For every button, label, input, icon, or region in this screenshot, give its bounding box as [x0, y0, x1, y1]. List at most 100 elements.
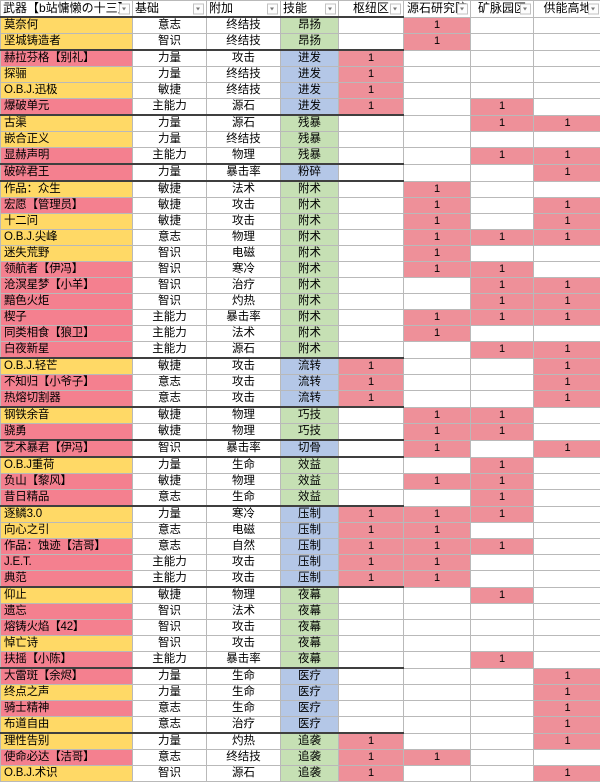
area-mark-cell[interactable]: [404, 358, 471, 375]
area-mark-cell[interactable]: [534, 83, 600, 99]
skill-cell[interactable]: 追袭: [281, 766, 339, 782]
area-mark-cell[interactable]: [339, 198, 404, 214]
base-stat-cell[interactable]: 智识: [133, 620, 207, 636]
area-mark-cell[interactable]: [404, 164, 471, 181]
weapon-name-cell[interactable]: 热熔切割器: [1, 391, 133, 408]
area-mark-cell[interactable]: [404, 50, 471, 67]
area-mark-cell[interactable]: [339, 214, 404, 230]
area-mark-cell[interactable]: [339, 490, 404, 507]
area-mark-cell[interactable]: [534, 539, 600, 555]
area-mark-cell[interactable]: [339, 230, 404, 246]
filter-dropdown-icon[interactable]: [390, 3, 401, 14]
weapon-name-cell[interactable]: 钢铁余音: [1, 407, 133, 424]
area-mark-cell[interactable]: [339, 34, 404, 51]
area-mark-cell[interactable]: [471, 440, 534, 457]
skill-cell[interactable]: 附术: [281, 214, 339, 230]
skill-cell[interactable]: 附术: [281, 230, 339, 246]
weapon-name-cell[interactable]: O.B.J.尖峰: [1, 230, 133, 246]
weapon-name-cell[interactable]: 迷失荒野: [1, 246, 133, 262]
area-mark-cell[interactable]: [534, 571, 600, 588]
skill-cell[interactable]: 进发: [281, 67, 339, 83]
area-mark-cell[interactable]: 1: [471, 342, 534, 359]
area-mark-cell[interactable]: [404, 717, 471, 734]
weapon-name-cell[interactable]: 仰止: [1, 587, 133, 604]
area-mark-cell[interactable]: 1: [534, 358, 600, 375]
skill-cell[interactable]: 夜幕: [281, 652, 339, 669]
base-stat-cell[interactable]: 主能力: [133, 652, 207, 669]
base-stat-cell[interactable]: 力量: [133, 115, 207, 132]
area-mark-cell[interactable]: [471, 717, 534, 734]
base-stat-cell[interactable]: 主能力: [133, 99, 207, 116]
area-mark-cell[interactable]: [339, 717, 404, 734]
area-mark-cell[interactable]: [339, 148, 404, 165]
area-mark-cell[interactable]: [404, 83, 471, 99]
column-header-0[interactable]: 武器【b站慵懒の十三】: [1, 1, 133, 18]
additional-stat-cell[interactable]: 生命: [207, 668, 281, 685]
area-mark-cell[interactable]: [339, 342, 404, 359]
weapon-name-cell[interactable]: 黯色火炬: [1, 294, 133, 310]
area-mark-cell[interactable]: [534, 750, 600, 766]
area-mark-cell[interactable]: [339, 181, 404, 198]
base-stat-cell[interactable]: 智识: [133, 278, 207, 294]
area-mark-cell[interactable]: [471, 50, 534, 67]
base-stat-cell[interactable]: 主能力: [133, 326, 207, 342]
base-stat-cell[interactable]: 意志: [133, 17, 207, 34]
additional-stat-cell[interactable]: 暴击率: [207, 310, 281, 326]
skill-cell[interactable]: 附术: [281, 326, 339, 342]
area-mark-cell[interactable]: 1: [339, 766, 404, 782]
base-stat-cell[interactable]: 敏捷: [133, 198, 207, 214]
base-stat-cell[interactable]: 敏捷: [133, 358, 207, 375]
area-mark-cell[interactable]: [339, 604, 404, 620]
area-mark-cell[interactable]: [471, 375, 534, 391]
area-mark-cell[interactable]: [404, 375, 471, 391]
area-mark-cell[interactable]: [404, 668, 471, 685]
area-mark-cell[interactable]: [404, 490, 471, 507]
area-mark-cell[interactable]: [404, 604, 471, 620]
base-stat-cell[interactable]: 敏捷: [133, 474, 207, 490]
weapon-name-cell[interactable]: 沧溟星梦【小羊】: [1, 278, 133, 294]
additional-stat-cell[interactable]: 物理: [207, 148, 281, 165]
area-mark-cell[interactable]: 1: [534, 115, 600, 132]
skill-cell[interactable]: 附术: [281, 278, 339, 294]
area-mark-cell[interactable]: 1: [471, 506, 534, 523]
area-mark-cell[interactable]: 1: [471, 230, 534, 246]
weapon-name-cell[interactable]: 宏愿【管理员】: [1, 198, 133, 214]
area-mark-cell[interactable]: [339, 164, 404, 181]
weapon-name-cell[interactable]: 坚城铸造者: [1, 34, 133, 51]
skill-cell[interactable]: 昂扬: [281, 34, 339, 51]
area-mark-cell[interactable]: 1: [404, 262, 471, 278]
area-mark-cell[interactable]: [471, 83, 534, 99]
area-mark-cell[interactable]: [471, 555, 534, 571]
area-mark-cell[interactable]: [471, 668, 534, 685]
base-stat-cell[interactable]: 智识: [133, 34, 207, 51]
area-mark-cell[interactable]: 1: [534, 198, 600, 214]
base-stat-cell[interactable]: 力量: [133, 132, 207, 148]
weapon-name-cell[interactable]: 古渠: [1, 115, 133, 132]
area-mark-cell[interactable]: [534, 262, 600, 278]
area-mark-cell[interactable]: [471, 750, 534, 766]
skill-cell[interactable]: 附术: [281, 198, 339, 214]
skill-cell[interactable]: 巧技: [281, 424, 339, 441]
area-mark-cell[interactable]: [471, 685, 534, 701]
area-mark-cell[interactable]: [534, 523, 600, 539]
area-mark-cell[interactable]: [339, 326, 404, 342]
additional-stat-cell[interactable]: 电磁: [207, 523, 281, 539]
additional-stat-cell[interactable]: 生命: [207, 685, 281, 701]
area-mark-cell[interactable]: [339, 278, 404, 294]
area-mark-cell[interactable]: [534, 326, 600, 342]
area-mark-cell[interactable]: 1: [404, 506, 471, 523]
skill-cell[interactable]: 医疗: [281, 717, 339, 734]
area-mark-cell[interactable]: [404, 391, 471, 408]
weapon-name-cell[interactable]: 爆破单元: [1, 99, 133, 116]
area-mark-cell[interactable]: [534, 457, 600, 474]
weapon-name-cell[interactable]: 大雷斑【余烬】: [1, 668, 133, 685]
weapon-name-cell[interactable]: 理性告别: [1, 733, 133, 750]
area-mark-cell[interactable]: [534, 99, 600, 116]
area-mark-cell[interactable]: 1: [534, 164, 600, 181]
additional-stat-cell[interactable]: 攻击: [207, 636, 281, 652]
additional-stat-cell[interactable]: 源石: [207, 342, 281, 359]
skill-cell[interactable]: 夜幕: [281, 620, 339, 636]
base-stat-cell[interactable]: 力量: [133, 668, 207, 685]
area-mark-cell[interactable]: 1: [534, 342, 600, 359]
area-mark-cell[interactable]: [339, 685, 404, 701]
